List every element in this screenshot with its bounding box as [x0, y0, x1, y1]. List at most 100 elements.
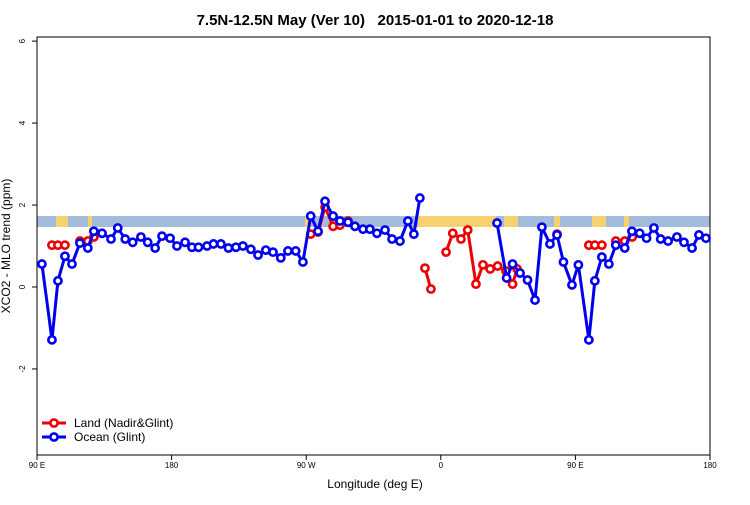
data-point: [610, 240, 621, 251]
data-point: [75, 238, 85, 249]
data-point: [492, 261, 503, 271]
x-axis-label: Longitude (deg E): [327, 477, 422, 491]
data-point: [604, 259, 614, 269]
data-point: [165, 233, 176, 244]
data-point: [88, 226, 99, 237]
data-point: [380, 225, 390, 235]
data-point: [619, 243, 630, 253]
data-point: [573, 259, 584, 270]
data-point: [447, 228, 458, 239]
data-point: [655, 234, 666, 244]
data-point: [320, 196, 330, 207]
y-tick-label: -2: [18, 365, 27, 373]
data-point: [462, 225, 473, 235]
data-point: [536, 222, 547, 233]
data-point: [180, 237, 190, 248]
y-tick-label: 2: [18, 202, 27, 207]
data-point: [408, 229, 419, 240]
data-point: [343, 217, 353, 228]
legend-label: Ocean (Glint): [74, 430, 145, 444]
data-point: [283, 246, 293, 256]
x-tick-label: 180: [165, 461, 179, 470]
x-tick-label: 90 E: [567, 461, 583, 470]
data-point: [672, 232, 682, 242]
data-point: [596, 240, 607, 251]
land-strip: [592, 216, 606, 227]
data-point: [507, 279, 518, 290]
data-point: [172, 241, 182, 251]
data-point: [583, 334, 594, 345]
data-point: [82, 243, 93, 253]
land-strip: [418, 216, 496, 227]
data-point: [530, 295, 540, 305]
legend-label: Land (Nadir&Glint): [74, 416, 173, 430]
data-point: [136, 232, 146, 242]
data-point: [142, 237, 153, 248]
data-point: [387, 234, 397, 244]
data-point: [60, 251, 70, 262]
data-point: [193, 242, 204, 253]
data-point: [372, 228, 382, 239]
data-point: [589, 275, 600, 286]
data-point: [365, 224, 375, 235]
data-point: [515, 268, 525, 278]
data-point: [441, 247, 451, 258]
data-point: [701, 233, 711, 244]
x-tick-label: 0: [439, 461, 444, 470]
data-point: [395, 236, 405, 246]
data-point: [238, 241, 248, 251]
data-point: [37, 259, 47, 269]
data-point: [426, 284, 436, 294]
data-point: [492, 218, 502, 228]
data-point: [596, 252, 607, 262]
data-point: [253, 250, 263, 260]
data-point: [456, 234, 466, 244]
x-tick-label: 90 W: [297, 461, 316, 470]
data-point: [471, 279, 481, 290]
data-point: [545, 239, 555, 249]
data-point: [679, 237, 689, 248]
data-point: [350, 221, 360, 232]
y-axis-label: XCO2 - MLO trend (ppm): [0, 179, 13, 314]
data-point: [328, 211, 339, 221]
data-point: [485, 264, 496, 274]
x-tick-label: 90 E: [29, 461, 45, 470]
data-point: [501, 273, 512, 283]
data-point: [150, 243, 161, 253]
land-strip: [305, 216, 311, 227]
legend-marker: [49, 418, 59, 428]
data-point: [313, 226, 323, 237]
data-point: [157, 231, 167, 242]
land-strip: [56, 216, 68, 227]
data-point: [290, 246, 301, 256]
ocean-strip: [37, 216, 710, 227]
data-point: [627, 226, 637, 237]
data-point: [106, 234, 116, 244]
data-point: [112, 223, 123, 233]
data-point: [268, 247, 278, 258]
data-point: [420, 263, 430, 274]
land-strip: [88, 216, 92, 227]
data-point: [223, 243, 234, 253]
data-point: [60, 240, 70, 251]
data-point: [687, 243, 697, 253]
data-point: [53, 275, 63, 286]
data-point: [335, 216, 345, 226]
data-point: [414, 193, 425, 203]
data-point: [97, 228, 107, 239]
land-strip: [624, 216, 629, 227]
land-strip: [504, 216, 518, 227]
data-point: [641, 233, 652, 244]
data-point: [305, 211, 316, 221]
data-point: [120, 234, 131, 244]
data-point: [298, 257, 308, 267]
data-point: [567, 280, 577, 290]
y-tick-label: 0: [18, 284, 27, 289]
chart-title: 7.5N-12.5N May (Ver 10) 2015-01-01 to 20…: [197, 12, 554, 29]
data-point: [552, 230, 562, 240]
data-point: [127, 237, 138, 248]
data-point: [245, 244, 256, 255]
data-point: [634, 228, 645, 239]
legend-marker: [49, 432, 59, 442]
